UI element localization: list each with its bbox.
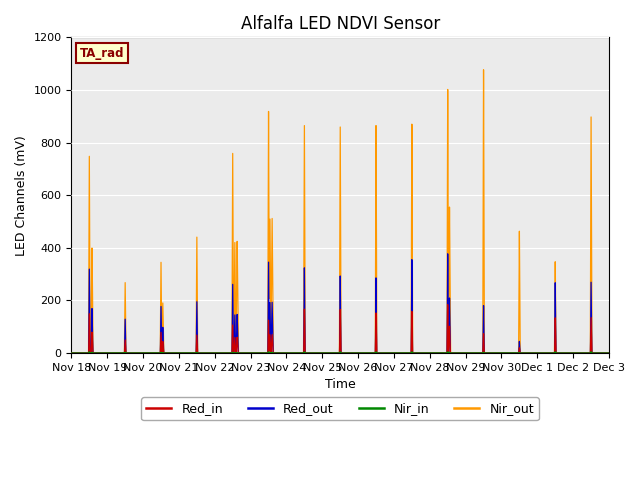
X-axis label: Time: Time (325, 378, 356, 391)
Title: Alfalfa LED NDVI Sensor: Alfalfa LED NDVI Sensor (241, 15, 440, 33)
Text: TA_rad: TA_rad (79, 47, 124, 60)
Legend: Red_in, Red_out, Nir_in, Nir_out: Red_in, Red_out, Nir_in, Nir_out (141, 397, 539, 420)
Y-axis label: LED Channels (mV): LED Channels (mV) (15, 135, 28, 255)
